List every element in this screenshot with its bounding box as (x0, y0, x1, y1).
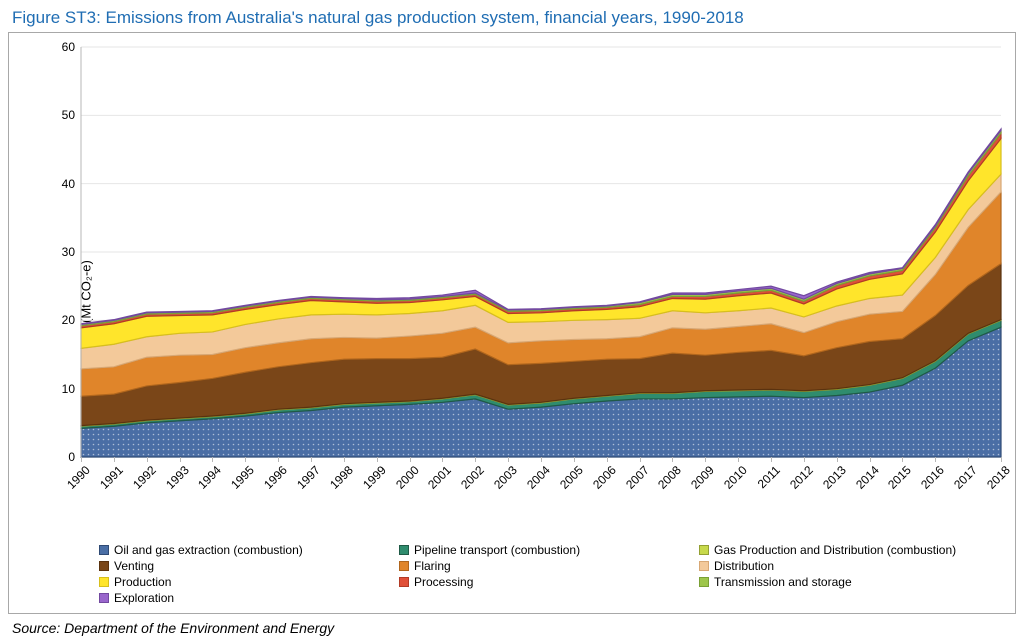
legend-label: Production (114, 575, 171, 589)
legend-label: Gas Production and Distribution (combust… (714, 543, 956, 557)
x-tick-label: 1998 (327, 463, 356, 492)
x-tick-label: 1992 (130, 463, 159, 492)
legend-label: Transmission and storage (714, 575, 852, 589)
x-tick-label: 1997 (294, 463, 323, 492)
legend-item-gas_prod_dist: Gas Production and Distribution (combust… (699, 543, 999, 557)
legend-swatch (399, 545, 409, 555)
legend-item-exploration: Exploration (99, 591, 399, 605)
plot-area: 0102030405060199019911992199319941995199… (81, 47, 1001, 457)
x-tick-label: 2008 (656, 463, 685, 492)
legend-swatch (399, 577, 409, 587)
x-tick-label: 2002 (458, 463, 487, 492)
x-tick-label: 2018 (984, 463, 1013, 492)
x-tick-label: 2010 (721, 463, 750, 492)
x-tick-label: 2001 (426, 463, 455, 492)
x-tick-label: 2006 (590, 463, 619, 492)
x-tick-label: 2007 (623, 463, 652, 492)
x-tick-label: 2014 (853, 463, 882, 492)
legend-item-pipeline_transport: Pipeline transport (combustion) (399, 543, 699, 557)
legend-item-venting: Venting (99, 559, 399, 573)
x-tick-label: 2012 (787, 463, 816, 492)
legend-item-flaring: Flaring (399, 559, 699, 573)
x-tick-label: 2005 (557, 463, 586, 492)
x-tick-label: 2003 (491, 463, 520, 492)
legend-label: Processing (414, 575, 473, 589)
x-tick-label: 1996 (261, 463, 290, 492)
chart-frame: Emissions (Mt CO₂-e) 0102030405060199019… (8, 32, 1016, 614)
x-tick-label: 1993 (163, 463, 192, 492)
stacked-area-chart (81, 47, 1001, 457)
legend-item-trans_storage: Transmission and storage (699, 575, 999, 589)
legend-item-processing: Processing (399, 575, 699, 589)
x-tick-label: 2015 (886, 463, 915, 492)
source-note: Source: Department of the Environment an… (12, 620, 1016, 636)
legend-swatch (399, 561, 409, 571)
legend-label: Exploration (114, 591, 174, 605)
x-tick-label: 2000 (393, 463, 422, 492)
y-tick-label: 30 (62, 245, 75, 259)
legend-swatch (99, 545, 109, 555)
y-tick-label: 20 (62, 313, 75, 327)
y-tick-label: 40 (62, 177, 75, 191)
legend-label: Flaring (414, 559, 451, 573)
figure-title: Figure ST3: Emissions from Australia's n… (12, 8, 1016, 28)
legend-swatch (99, 561, 109, 571)
legend-label: Oil and gas extraction (combustion) (114, 543, 303, 557)
x-tick-label: 1990 (64, 463, 93, 492)
x-tick-label: 1994 (196, 463, 225, 492)
x-tick-label: 1991 (97, 463, 126, 492)
legend-label: Distribution (714, 559, 774, 573)
y-tick-label: 60 (62, 40, 75, 54)
x-tick-label: 2011 (755, 463, 783, 491)
legend: Oil and gas extraction (combustion) Pipel… (99, 543, 999, 605)
legend-label: Pipeline transport (combustion) (414, 543, 580, 557)
legend-swatch (699, 561, 709, 571)
y-tick-label: 10 (62, 382, 75, 396)
legend-swatch (699, 577, 709, 587)
x-tick-label: 2017 (951, 463, 980, 492)
x-tick-label: 2004 (524, 463, 553, 492)
legend-item-distribution: Distribution (699, 559, 999, 573)
legend-swatch (699, 545, 709, 555)
x-tick-label: 1995 (228, 463, 257, 492)
legend-swatch (99, 593, 109, 603)
x-tick-label: 2013 (820, 463, 849, 492)
x-tick-label: 2009 (688, 463, 717, 492)
x-tick-label: 2016 (918, 463, 947, 492)
x-tick-label: 1999 (360, 463, 389, 492)
legend-item-oil_gas_extraction: Oil and gas extraction (combustion) (99, 543, 399, 557)
legend-item-production: Production (99, 575, 399, 589)
y-tick-label: 0 (68, 450, 75, 464)
y-tick-label: 50 (62, 108, 75, 122)
legend-label: Venting (114, 559, 154, 573)
legend-swatch (99, 577, 109, 587)
